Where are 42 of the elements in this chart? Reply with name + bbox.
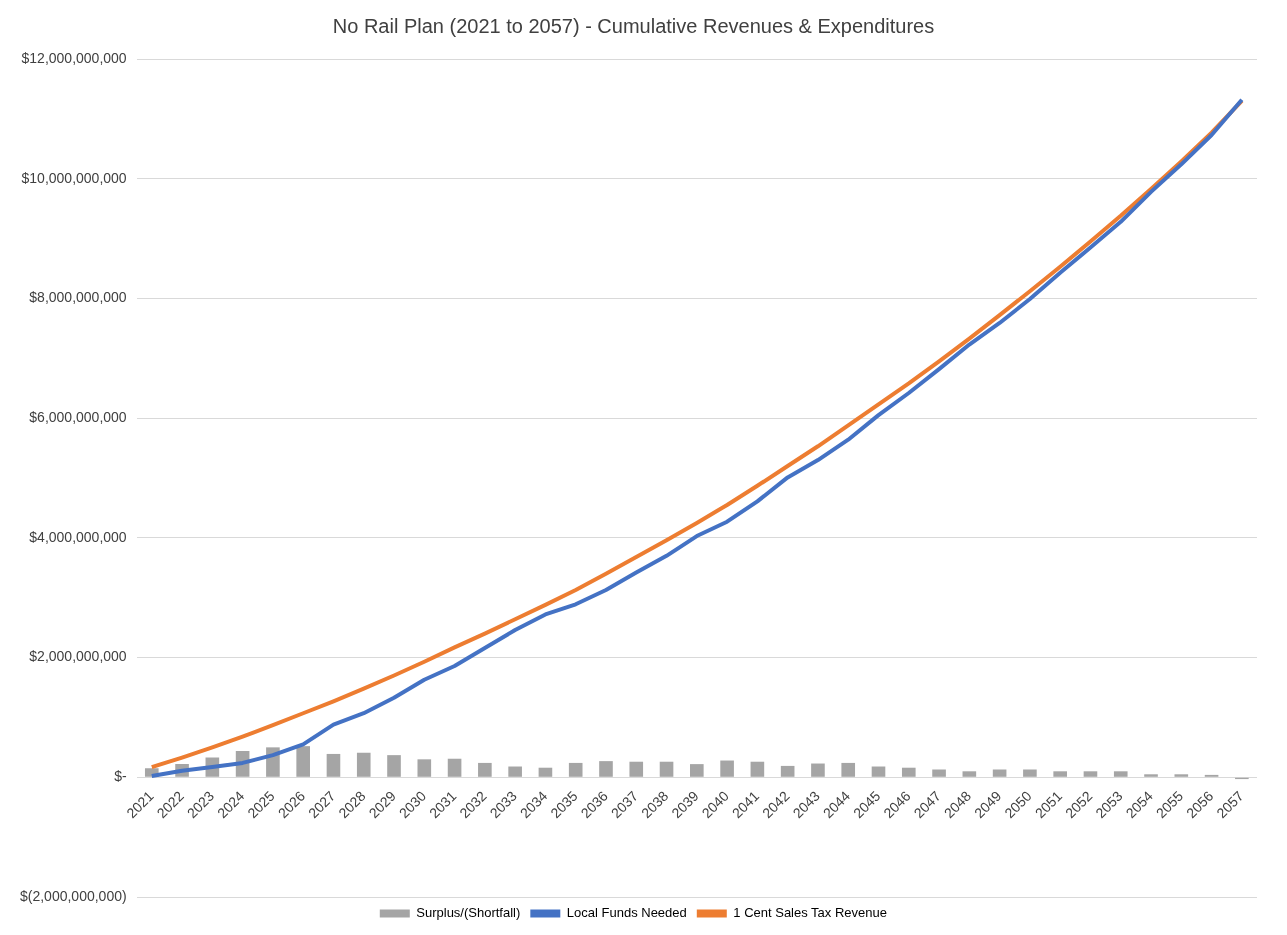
y-tick-label: $8,000,000,000 [29,289,127,306]
bar [629,761,644,777]
legend-label: Surplus/(Shortfall) [416,905,521,921]
bar [568,762,583,777]
y-tick-label: $2,000,000,000 [29,648,127,665]
y-tick-label: $4,000,000,000 [29,528,127,545]
y-tick-label: $10,000,000,000 [21,169,127,186]
bar [508,766,522,777]
bar [690,764,704,777]
bar [780,765,795,777]
bar [296,746,310,777]
bar [1144,774,1158,777]
legend-label: 1 Cent Sales Tax Revenue [733,905,887,921]
bar [1083,771,1098,777]
bar [750,761,765,777]
bar [356,752,371,777]
y-tick-label: $12,000,000,000 [21,49,127,66]
bar [720,760,734,777]
bar [1023,769,1037,777]
bar [478,762,492,777]
y-tick-label: $- [114,768,127,785]
y-tick-label: $6,000,000,000 [29,409,127,425]
bar [932,769,946,777]
bar [447,758,462,777]
bar [871,766,886,777]
bar [326,753,341,777]
bar [811,763,825,777]
bar [417,759,432,777]
bar [1174,774,1189,777]
bar [538,767,553,777]
bar [387,755,401,777]
bar [901,767,916,777]
bar [992,769,1007,777]
bar [659,761,674,777]
chart-title: No Rail Plan (2021 to 2057) - Cumulative Revenues & Expenditures [332,14,935,37]
bar [1053,771,1067,777]
bar [599,761,613,777]
legend-label: Local Funds Needed [566,905,687,921]
bar [1113,771,1128,777]
y-tick-label: $(2,000,000,000) [20,887,127,904]
bar [841,762,856,777]
bar [962,771,977,777]
